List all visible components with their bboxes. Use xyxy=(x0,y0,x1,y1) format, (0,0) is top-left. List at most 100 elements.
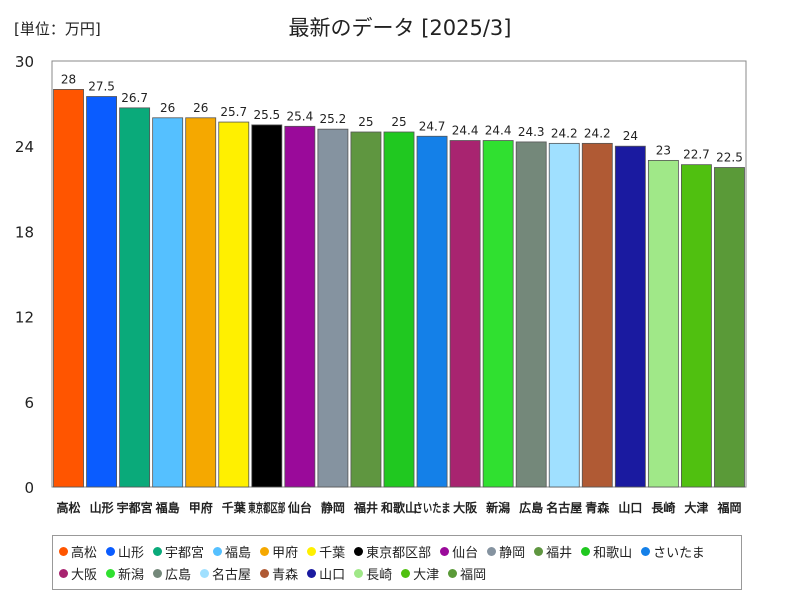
x-tick-label: さいたま xyxy=(414,501,451,515)
x-tick-label: 福井 xyxy=(353,500,378,515)
data-label: 26.7 xyxy=(121,91,148,105)
legend-swatch xyxy=(440,546,450,556)
legend-label: さいたま xyxy=(653,545,705,561)
legend-swatch xyxy=(581,546,591,556)
legend-label: 広島 xyxy=(165,567,192,583)
bar xyxy=(218,121,250,488)
x-tick-label: 青森 xyxy=(585,500,610,515)
x-tick-label: 福岡 xyxy=(716,500,741,515)
bar xyxy=(152,117,184,488)
legend-item: 大阪 xyxy=(59,562,97,584)
data-label: 23 xyxy=(656,143,671,157)
y-tick-label: 12 xyxy=(15,309,34,327)
legend-item: 長崎 xyxy=(354,562,392,584)
x-tick-label: 山形 xyxy=(90,500,114,515)
legend-item: 福井 xyxy=(534,540,572,562)
bar xyxy=(86,96,117,488)
legend: 高松 山形 宇都宮 福島 甲府 千葉 東京都区部 仙台 静岡 福井 和歌山 さいたま 大阪 新潟 広島 名古屋… xyxy=(52,535,742,590)
legend-swatch xyxy=(448,568,458,578)
legend-swatch xyxy=(59,568,68,578)
bar xyxy=(449,140,481,488)
legend-item: 高松 xyxy=(59,540,97,562)
bar xyxy=(714,167,745,488)
data-label: 24.3 xyxy=(518,125,545,139)
data-label: 24.2 xyxy=(584,126,611,140)
legend-label: 名古屋 xyxy=(212,567,252,583)
legend-item: 千葉 xyxy=(307,540,345,562)
bar xyxy=(581,142,613,488)
legend-swatch xyxy=(307,546,317,556)
y-tick-label: 18 xyxy=(15,223,34,241)
legend-swatch xyxy=(401,568,411,578)
legend-swatch xyxy=(354,546,364,556)
data-label: 24.2 xyxy=(551,126,578,140)
data-label: 27.5 xyxy=(88,80,115,94)
chart-title: 最新のデータ [2025/3] xyxy=(288,16,512,40)
legend-label: 新潟 xyxy=(118,567,145,583)
legend-swatch xyxy=(260,546,270,556)
x-tick-label: 和歌山 xyxy=(380,500,417,515)
bar xyxy=(185,117,217,488)
legend-label: 高松 xyxy=(71,545,98,561)
bar xyxy=(350,131,382,488)
legend-label: 福井 xyxy=(546,545,573,561)
legend-swatch xyxy=(200,568,210,578)
legend-swatch xyxy=(213,546,223,556)
bar xyxy=(515,141,547,488)
legend-item: 福岡 xyxy=(448,562,486,584)
bar xyxy=(548,142,580,488)
legend-label: 千葉 xyxy=(319,545,346,561)
x-tick-label: 名古屋 xyxy=(546,500,582,515)
legend-item: 福島 xyxy=(213,540,251,562)
legend-label: 青森 xyxy=(272,567,299,583)
legend-item: 静岡 xyxy=(487,540,525,562)
legend-swatch xyxy=(641,546,651,556)
legend-swatch xyxy=(534,546,544,556)
legend-swatch xyxy=(260,568,270,578)
legend-swatch xyxy=(153,546,163,556)
data-label: 28 xyxy=(61,72,76,86)
legend-swatch xyxy=(487,546,497,556)
legend-item: 和歌山 xyxy=(581,540,632,562)
legend-label: 大津 xyxy=(413,567,440,583)
x-tick-label: 大阪 xyxy=(453,500,478,515)
legend-label: 和歌山 xyxy=(593,545,633,561)
bar xyxy=(251,124,283,488)
legend-label: 大阪 xyxy=(71,567,98,583)
y-tick-label: 0 xyxy=(24,479,34,497)
x-tick-label: 高松 xyxy=(57,500,81,515)
legend-item: 東京都区部 xyxy=(354,540,431,562)
data-label: 24.4 xyxy=(485,124,512,138)
bar xyxy=(284,125,316,488)
bar xyxy=(614,145,646,488)
x-tick-label: 静岡 xyxy=(321,500,345,515)
legend-label: 福島 xyxy=(225,545,252,561)
data-label: 25.7 xyxy=(220,105,247,119)
x-tick-label: 長崎 xyxy=(651,500,675,515)
x-tick-label: 大津 xyxy=(684,500,708,515)
y-tick-label: 30 xyxy=(15,53,34,71)
data-label: 24.4 xyxy=(452,124,479,138)
legend-label: 山形 xyxy=(118,545,145,561)
legend-item: 宇都宮 xyxy=(153,540,204,562)
legend-label: 福岡 xyxy=(460,567,487,583)
legend-item: 青森 xyxy=(260,562,298,584)
data-label: 24 xyxy=(623,129,638,143)
data-label: 25.4 xyxy=(286,109,313,123)
legend-swatch xyxy=(153,568,163,578)
data-label: 25.2 xyxy=(320,112,347,126)
legend-label: 山口 xyxy=(319,567,346,583)
legend-swatch xyxy=(59,546,68,556)
data-label: 24.7 xyxy=(419,119,446,133)
data-label: 25.5 xyxy=(253,108,280,122)
data-label: 26 xyxy=(160,101,175,115)
legend-swatch xyxy=(106,568,116,578)
x-tick-label: 宇都宮 xyxy=(117,500,153,515)
legend-item: 山形 xyxy=(106,540,144,562)
x-tick-label: 甲府 xyxy=(189,500,213,515)
x-tick-label: 福島 xyxy=(155,500,180,515)
legend-swatch xyxy=(354,568,364,578)
legend-label: 長崎 xyxy=(366,567,393,583)
legend-label: 甲府 xyxy=(272,545,299,561)
legend-label: 東京都区部 xyxy=(366,545,432,561)
